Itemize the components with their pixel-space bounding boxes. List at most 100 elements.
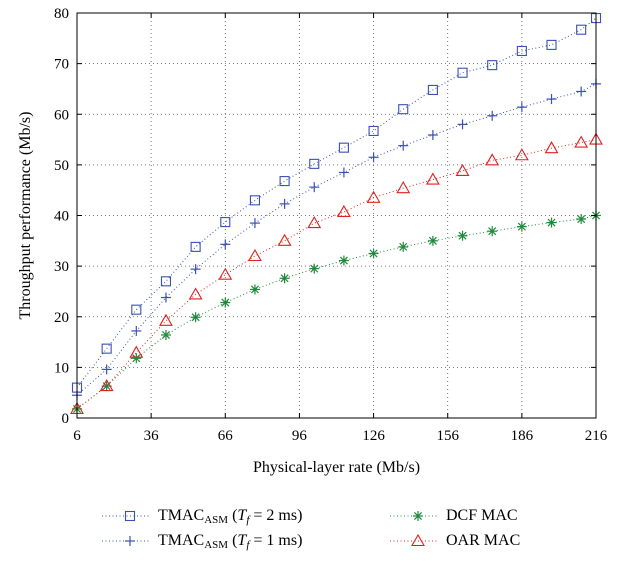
x-tick-label: 6 [73,428,81,444]
y-tick-label: 60 [54,107,69,123]
data-point [427,130,438,141]
series-line [76,83,597,396]
series-line [76,17,597,388]
data-point [279,198,290,209]
data-point [546,39,557,50]
x-tick-label: 186 [511,428,534,444]
x-tick-label: 216 [585,428,608,444]
legend-item-tmac-2ms: TMACASM (Tf = 2 ms) [100,505,302,527]
data-point [338,167,349,178]
data-point [576,214,587,225]
chart: 6 36 66 96 126 156 186 216 0 10 20 30 40 50 60 70 80 Phy… [17,6,608,476]
data-point [190,312,201,323]
series-line [76,139,597,410]
data-point [398,104,409,115]
y-tick-label: 40 [54,209,69,225]
data-point [368,152,379,163]
data-point [190,264,201,275]
legend-marker-oar-mac [390,533,438,547]
data-point [487,60,498,71]
x-axis-label: Physical-layer rate (Mb/s) [253,459,420,476]
legend-marker [413,511,423,521]
legend-item-tmac-1ms: TMACASM (Tf = 1 ms) [100,530,302,552]
legend: TMACASM (Tf = 2 ms) TMACASM (Tf = 1 ms) … [100,505,560,561]
series-line [76,215,597,410]
legend-label-tmac-1ms: TMACASM (Tf = 1 ms) [158,531,303,551]
data-point [131,304,142,315]
data-point [544,141,559,154]
axis-ticks: 6 36 66 96 126 156 186 216 0 10 20 30 40 50 60 70 80 [54,6,608,444]
data-point [398,140,409,151]
legend-label-tmac-2ms: TMACASM (Tf = 2 ms) [158,506,303,526]
data-point [546,94,557,105]
legend-marker [411,533,425,547]
legend-marker-tmac-2ms [102,510,150,522]
x-tick-label: 126 [362,428,385,444]
data-point [160,276,172,287]
data-point [516,45,527,57]
x-tick-label: 36 [144,428,160,444]
data-point [249,218,260,229]
data-point [129,345,144,358]
x-tick-label: 96 [292,428,308,444]
y-tick-label: 20 [54,310,69,326]
data-point [487,110,498,121]
data-point [485,153,500,166]
data-point [457,67,468,78]
data-point [249,284,260,295]
data-point [514,148,529,161]
y-tick-label: 70 [54,57,69,73]
y-tick-label: 50 [54,158,69,174]
data-point [338,142,349,153]
data-point [427,235,438,246]
data-point [188,287,203,300]
data-point [190,241,201,252]
data-point [457,119,468,130]
data-point [220,297,231,308]
data-point [338,255,349,266]
data-point [425,172,440,185]
data-point [576,24,587,35]
data-point [247,248,262,262]
legend-marker [125,536,135,546]
plot-frame [76,12,597,419]
data-point [309,182,320,193]
legend-marker-dcf-mac [390,511,438,521]
x-tick-label: 156 [436,428,459,444]
data-point [368,125,379,137]
data-point [279,273,290,284]
data-point [336,204,351,218]
series-3 [70,132,603,414]
data-point [218,267,233,280]
data-point [546,217,557,228]
data-point [101,343,112,354]
y-tick-label: 30 [54,259,69,275]
series-2 [72,210,601,414]
series-layer [70,13,603,414]
data-point [576,86,587,97]
data-point [516,102,527,113]
data-point [307,215,322,229]
data-point [574,135,589,148]
data-point [160,292,171,303]
data-point [487,226,498,237]
data-point [131,325,142,336]
legend-marker-tmac-1ms [102,536,150,546]
y-axis-label: Throughput performance (Mb/s) [17,112,34,320]
data-point [396,181,411,194]
y-tick-label: 80 [54,6,69,22]
legend-item-oar-mac: OAR MAC [388,530,520,552]
series-1 [72,78,601,401]
data-point [131,353,142,364]
data-point [99,378,114,392]
y-tick-label: 10 [54,360,69,376]
data-point [220,239,231,250]
x-tick-label: 66 [218,428,234,444]
legend-item-dcf-mac: DCF MAC [388,505,518,527]
data-point [220,217,231,228]
series-0 [71,13,602,393]
data-point [159,313,173,326]
legend-label-dcf-mac: DCF MAC [446,507,518,524]
data-point [279,176,290,187]
grid [77,13,596,418]
